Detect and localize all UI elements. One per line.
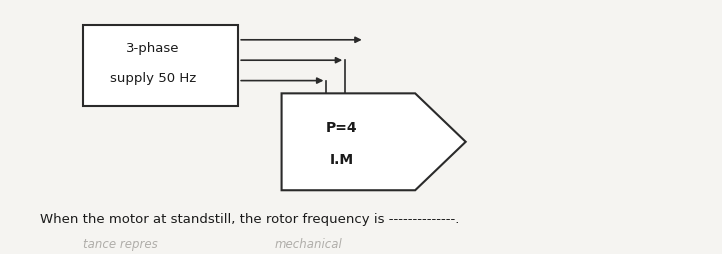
Bar (83, 25, 238, 107)
Text: 3-phase: 3-phase (126, 42, 180, 55)
Text: supply 50 Hz: supply 50 Hz (110, 72, 196, 85)
Text: tance repres: tance repres (83, 237, 158, 250)
Polygon shape (282, 94, 466, 190)
Text: I.M: I.M (330, 153, 354, 167)
Text: mechanical: mechanical (274, 237, 342, 250)
Text: P=4: P=4 (326, 121, 357, 135)
Text: When the motor at standstill, the rotor frequency is --------------.: When the motor at standstill, the rotor … (40, 212, 459, 225)
